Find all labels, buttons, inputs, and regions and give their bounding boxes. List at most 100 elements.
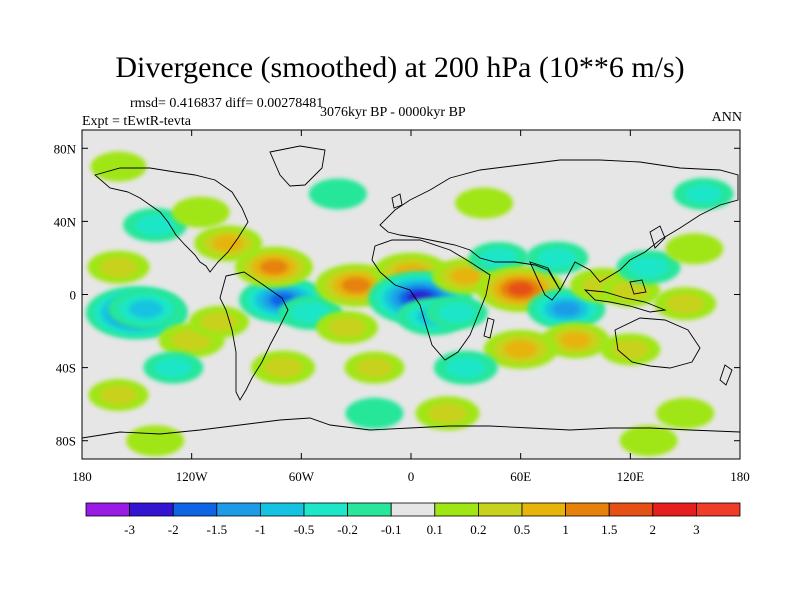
- contour-fill: [126, 425, 185, 457]
- coast-greenland: [269, 145, 326, 187]
- contour-fill: [508, 282, 534, 296]
- anomaly-field: [85, 151, 734, 457]
- contour-fill: [213, 235, 244, 252]
- colorbar-swatch: [129, 502, 174, 517]
- contour-fill: [450, 268, 481, 285]
- anomaly-cell: [308, 178, 367, 210]
- colorbar-swatch: [521, 502, 566, 517]
- x-tick-label: 120E: [617, 469, 645, 484]
- anomaly-cell: [345, 397, 404, 429]
- contour-fill: [538, 247, 577, 269]
- coast-africa: [371, 239, 491, 361]
- y-axis: 80N 40N 0 40S 80S: [54, 141, 740, 449]
- anomaly-cell: [143, 351, 204, 384]
- coast-eurasia: [379, 159, 739, 291]
- coast-maritime-continent: [583, 279, 667, 313]
- colorbar-swatch: [259, 502, 305, 517]
- contour-fill: [90, 151, 147, 182]
- anomaly-cell: [126, 425, 185, 457]
- anomaly-cell: [189, 305, 250, 338]
- anomaly-cell: [526, 241, 589, 275]
- coast-india: [529, 261, 561, 301]
- x-tick-label: 180: [72, 469, 92, 484]
- contour-fill: [129, 300, 163, 319]
- contour-fill: [135, 214, 175, 236]
- anomaly-cell: [656, 397, 715, 429]
- colorbar-swatch: [390, 502, 436, 517]
- anomaly-cell: [123, 208, 188, 243]
- anomaly-cell: [415, 396, 480, 431]
- chart-title: Divergence (smoothed) at 200 hPa (10**6 …: [115, 51, 685, 84]
- colorbar-label: -2: [168, 522, 179, 537]
- colorbar-swatch: [216, 502, 261, 517]
- coast-antarctica: [82, 417, 740, 439]
- colorbar-swatch: [608, 502, 654, 517]
- contour-fill: [260, 259, 288, 275]
- contour-fill: [552, 302, 580, 317]
- anomaly-cell: [425, 296, 488, 330]
- colorbar-swatch: [696, 502, 741, 517]
- anomaly-cell: [88, 379, 149, 412]
- contour-fill: [665, 233, 724, 265]
- anomaly-cell: [673, 177, 734, 210]
- experiment-label: Expt = tEwtR-tevta: [82, 114, 191, 129]
- x-tick-label: 120W: [176, 469, 209, 484]
- anomaly-cell: [600, 333, 661, 366]
- colorbar-label: 2: [650, 522, 657, 537]
- colorbar-label: 0.1: [427, 522, 443, 537]
- coastlines: [82, 145, 740, 439]
- colorbar-swatch: [434, 502, 479, 517]
- y-tick-label: 80S: [56, 434, 76, 449]
- contour-fill: [611, 281, 649, 301]
- anomaly-cell: [107, 289, 184, 330]
- coast-madagascar: [483, 317, 495, 339]
- anomaly-cell: [234, 246, 313, 288]
- colorbar: -3 -2 -1.5 -1 -0.5 -0.2 -0.1 0.1 0.2 0.5 1 1.5 2 3: [85, 502, 741, 537]
- coast-japan: [649, 225, 666, 249]
- contour-fill: [345, 397, 404, 429]
- coast-new-zealand: [719, 364, 733, 386]
- colorbar-swatch: [347, 502, 392, 517]
- anomaly-cell: [665, 233, 724, 265]
- contour-fill: [99, 256, 138, 278]
- contour-fill: [100, 385, 138, 405]
- colorbar-swatch: [85, 502, 130, 517]
- anomaly-cell: [541, 322, 610, 359]
- coast-north-america: [94, 167, 249, 273]
- colorbar-label: 1: [562, 522, 569, 537]
- contour-fill: [504, 340, 538, 359]
- colorbar-label: -1.5: [207, 522, 228, 537]
- colorbar-label: 0.2: [470, 522, 486, 537]
- x-axis: 180 120W 60W 0 60E 120E 180: [72, 130, 750, 484]
- colorbar-swatch: [303, 502, 348, 517]
- contour-fill: [446, 357, 486, 379]
- anomaly-cell: [455, 187, 514, 219]
- contour-fill: [455, 187, 514, 219]
- anomaly-cell: [468, 241, 529, 274]
- contour-fill: [684, 184, 722, 204]
- stats-label: rmsd= 0.416837 diff= 0.00278481: [130, 96, 324, 111]
- contour-fill: [437, 302, 476, 323]
- contour-fill: [171, 196, 230, 228]
- contour-fill: [341, 277, 371, 293]
- anomaly-cell: [654, 287, 717, 321]
- contour-fill: [480, 248, 518, 268]
- anomaly-cell: [251, 350, 316, 385]
- colorbar-label: -0.1: [381, 522, 402, 537]
- anomaly-cell: [619, 425, 678, 457]
- anomaly-cell: [344, 351, 405, 384]
- colorbar-label: 0.5: [514, 522, 530, 537]
- coast-uk: [391, 193, 403, 209]
- coast-australia: [614, 317, 701, 369]
- contour-fill: [290, 302, 331, 324]
- x-tick-label: 180: [730, 469, 750, 484]
- contour-fill: [427, 402, 468, 424]
- coast-south-america: [219, 271, 289, 401]
- contour-fill: [355, 357, 393, 378]
- y-tick-label: 80N: [54, 141, 77, 156]
- period-label: 3076kyr BP - 0000kyr BP: [320, 105, 466, 120]
- colorbar-label: 3: [693, 522, 700, 537]
- colorbar-label: 1.5: [601, 522, 617, 537]
- contour-fill: [327, 317, 367, 338]
